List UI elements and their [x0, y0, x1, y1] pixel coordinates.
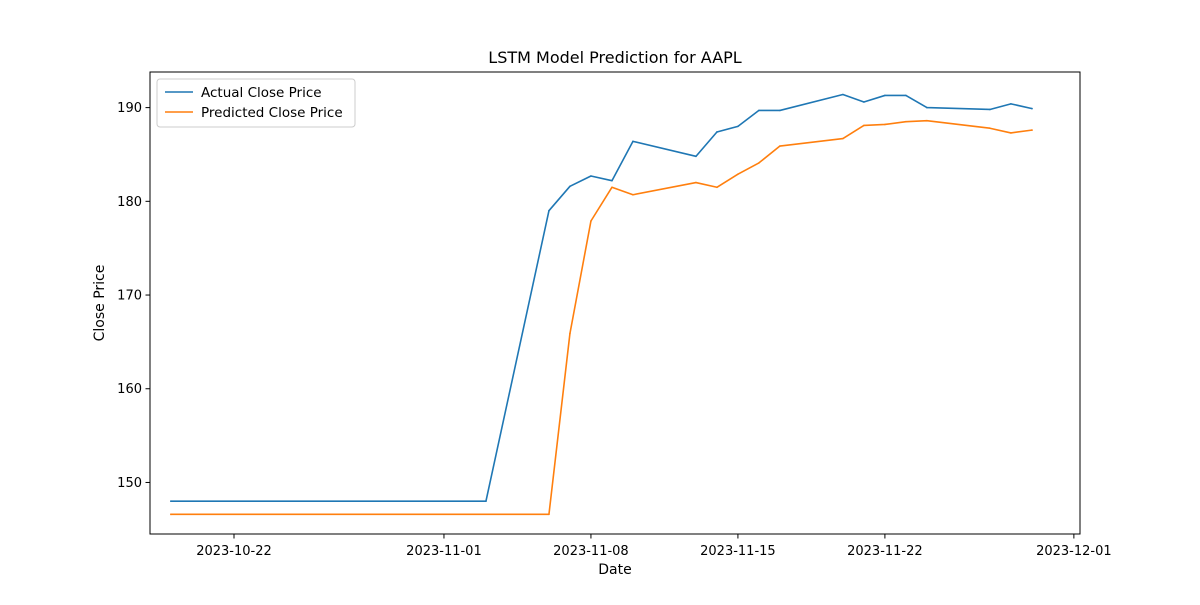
data-point [590, 175, 592, 177]
data-point [170, 513, 172, 516]
x-tick-label: 2023-11-22 [847, 544, 923, 559]
data-point [695, 155, 697, 158]
data-point [716, 186, 718, 189]
data-point [1010, 132, 1012, 134]
y-tick-label: 190 [117, 101, 142, 116]
x-tick-label: 2023-11-01 [406, 544, 482, 559]
data-point [1010, 103, 1012, 105]
data-point [905, 94, 907, 97]
x-axis-ticks: 2023-10-22 2023-11-01 2023-11-08 2023-11-15… [196, 534, 1112, 559]
series-lines [170, 93, 1033, 516]
series-actual [170, 93, 1033, 503]
data-point [611, 179, 613, 182]
data-point [170, 500, 172, 503]
data-point [548, 513, 550, 516]
data-point [548, 209, 550, 212]
data-point [926, 119, 928, 122]
legend: Actual Close Price Predicted Close Price [156, 78, 356, 128]
data-point [779, 145, 781, 147]
data-point [569, 185, 571, 188]
x-tick-label: 2023-12-01 [1036, 544, 1112, 559]
data-point [863, 124, 865, 127]
data-point [611, 186, 613, 189]
data-point [884, 123, 886, 126]
y-axis-title: Close Price [92, 265, 108, 342]
x-tick-label: 2023-10-22 [196, 544, 272, 559]
data-point [737, 173, 739, 175]
data-point [758, 162, 760, 164]
y-axis-ticks: 150 160 170 180 190 [117, 101, 150, 491]
data-point [485, 500, 487, 503]
data-point [695, 181, 697, 184]
data-point [905, 120, 907, 123]
chart-title: LSTM Model Prediction for AAPL [488, 48, 742, 67]
y-tick-label: 150 [117, 476, 142, 491]
data-point [590, 220, 592, 222]
data-point [716, 131, 718, 133]
plot-area-frame [149, 71, 1081, 535]
y-tick-label: 180 [117, 195, 142, 210]
data-point [758, 109, 760, 112]
data-point [1031, 129, 1033, 131]
data-point [926, 106, 928, 109]
data-point [569, 332, 571, 335]
series-predicted [170, 119, 1033, 516]
series-line [170, 119, 1033, 516]
data-point [842, 93, 844, 96]
y-tick-label: 160 [117, 382, 142, 397]
data-point [1031, 107, 1033, 110]
data-point [884, 94, 886, 97]
series-line [170, 93, 1033, 503]
legend-box [156, 78, 356, 128]
x-tick-label: 2023-11-08 [553, 544, 629, 559]
data-point [632, 140, 634, 143]
y-tick-label: 170 [117, 289, 142, 304]
data-point [779, 109, 781, 112]
x-axis-title: Date [598, 562, 631, 578]
data-point [863, 101, 865, 103]
legend-label: Predicted Close Price [201, 105, 343, 121]
data-point [989, 127, 991, 130]
data-point [989, 108, 991, 111]
data-point [842, 137, 844, 140]
data-point [737, 125, 739, 128]
x-tick-label: 2023-11-15 [700, 544, 776, 559]
legend-label: Actual Close Price [201, 85, 322, 101]
data-point [632, 193, 634, 196]
